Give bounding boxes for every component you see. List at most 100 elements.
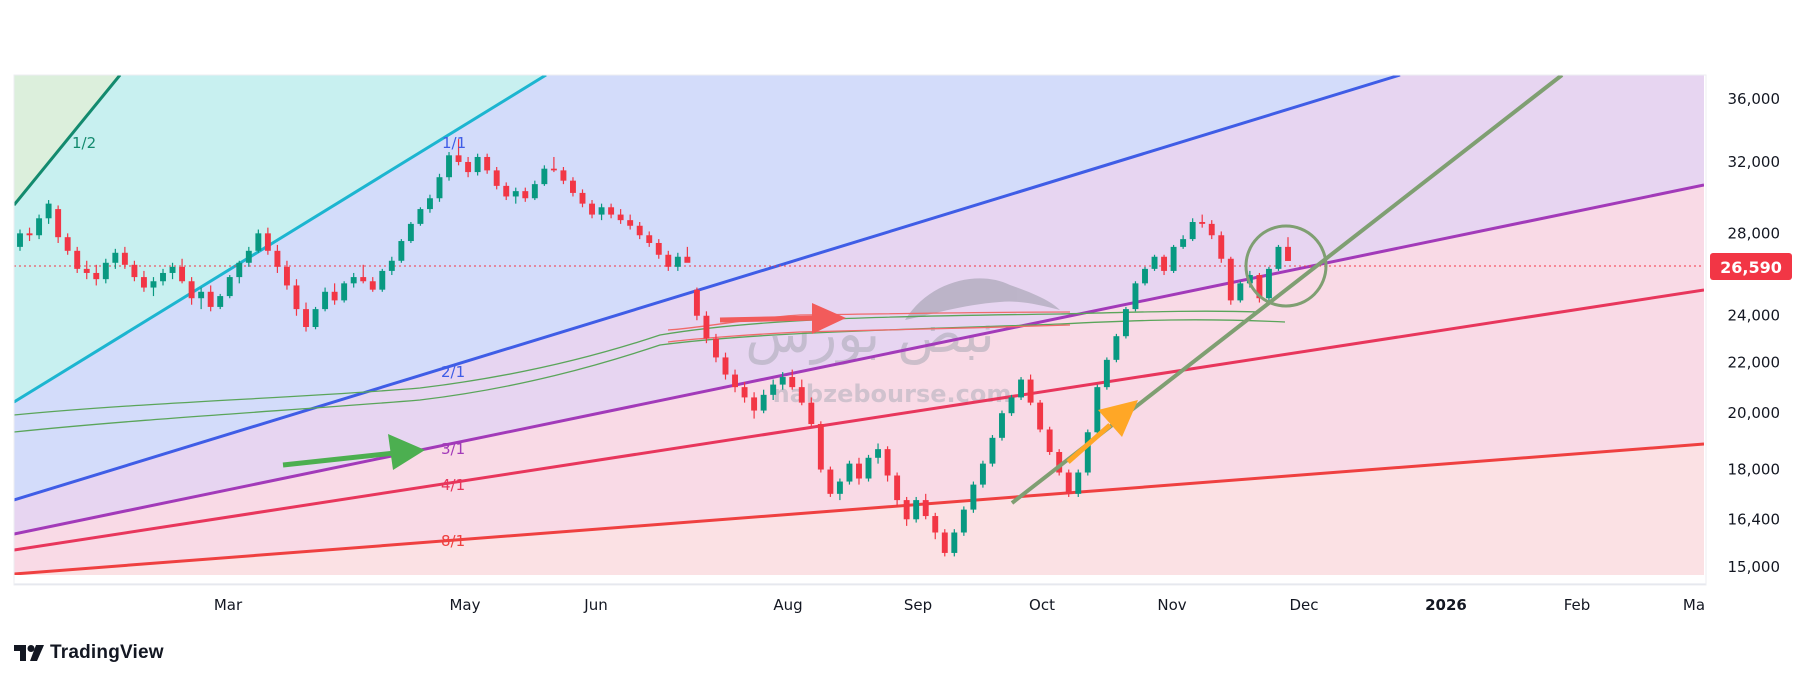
candle bbox=[846, 460, 853, 485]
candle-body bbox=[779, 377, 786, 385]
fan-line-1-1[interactable] bbox=[14, 75, 547, 404]
candle bbox=[236, 260, 243, 284]
fan-line-4-1[interactable] bbox=[14, 288, 1704, 552]
moving-averages bbox=[14, 310, 1286, 433]
candle-body bbox=[131, 264, 138, 278]
candle bbox=[312, 306, 319, 330]
candle bbox=[541, 165, 548, 186]
candle bbox=[102, 258, 109, 284]
arrow-green[interactable] bbox=[282, 434, 425, 470]
candle bbox=[1285, 237, 1291, 261]
candle bbox=[608, 203, 615, 219]
candle-body bbox=[598, 207, 605, 215]
fan-label-8-1: 8/1 bbox=[441, 532, 465, 550]
candle bbox=[150, 277, 157, 297]
watermark-bull-icon bbox=[905, 278, 1060, 320]
candle bbox=[636, 222, 643, 240]
candle-body bbox=[1056, 452, 1063, 473]
candle-body bbox=[1094, 387, 1101, 433]
candle-body bbox=[1008, 397, 1015, 414]
candle bbox=[207, 285, 214, 312]
candle-body bbox=[74, 250, 81, 269]
tradingview-logo[interactable]: TradingView bbox=[14, 640, 164, 666]
candle bbox=[617, 209, 624, 224]
candle bbox=[875, 443, 882, 464]
candle-body bbox=[1122, 309, 1129, 337]
candle bbox=[570, 177, 576, 197]
candle-body bbox=[207, 291, 214, 307]
candle-body bbox=[64, 237, 71, 251]
candle bbox=[751, 392, 758, 419]
candle bbox=[350, 272, 357, 288]
candle bbox=[703, 311, 710, 344]
candle bbox=[112, 248, 119, 269]
candle-body bbox=[360, 277, 367, 282]
candle bbox=[1027, 374, 1034, 406]
price-axis-tick-label: 32,000 bbox=[1728, 153, 1781, 171]
candle-body bbox=[713, 338, 719, 358]
candle bbox=[503, 182, 510, 201]
fan-line-1-2[interactable] bbox=[14, 75, 122, 206]
candle-body bbox=[303, 309, 309, 328]
candle-body bbox=[608, 207, 615, 215]
candle bbox=[531, 180, 538, 201]
candle-body bbox=[45, 203, 52, 219]
candle-body bbox=[827, 469, 834, 494]
price-axis-background[interactable] bbox=[1706, 75, 1800, 620]
candle-body bbox=[922, 500, 929, 517]
candle bbox=[627, 214, 634, 230]
time-axis-tick-label: Nov bbox=[1157, 596, 1186, 614]
candle-body bbox=[1113, 336, 1120, 360]
candle bbox=[817, 421, 824, 473]
candle bbox=[1056, 449, 1063, 476]
candle-body bbox=[751, 397, 758, 411]
arrow-red[interactable] bbox=[719, 303, 846, 334]
candle bbox=[722, 352, 729, 380]
candle bbox=[446, 152, 452, 181]
candle-body bbox=[636, 225, 643, 236]
candle-body bbox=[550, 168, 557, 171]
candle-body bbox=[522, 191, 529, 199]
candle bbox=[436, 173, 443, 202]
arrow-orange[interactable] bbox=[1066, 400, 1138, 464]
candle-body bbox=[732, 374, 738, 388]
candle bbox=[1275, 244, 1282, 271]
candle bbox=[512, 187, 519, 204]
arrow-red-head bbox=[812, 303, 846, 334]
candle bbox=[1170, 244, 1177, 273]
tradingview-logo-icon bbox=[14, 645, 44, 661]
candle-body bbox=[426, 198, 433, 210]
price-axis[interactable]: 36,000 32,000 28,000 24,000 22,000 20,000 18,0… bbox=[1728, 90, 1781, 576]
candle bbox=[303, 302, 309, 332]
candle-body bbox=[369, 281, 376, 290]
candle-body bbox=[93, 272, 100, 280]
time-axis-background[interactable] bbox=[0, 584, 1706, 624]
time-axis[interactable]: Mar May Jun Aug Sep Oct Nov Dec 2026 Feb Ma bbox=[214, 596, 1705, 614]
candle-body bbox=[484, 156, 491, 171]
candle-body bbox=[379, 270, 386, 290]
fan-line-2-1[interactable] bbox=[14, 75, 1401, 502]
candle bbox=[217, 293, 224, 310]
fan-line-3-1[interactable] bbox=[14, 183, 1704, 536]
candle bbox=[1132, 281, 1139, 312]
candle bbox=[64, 233, 71, 255]
candle-body bbox=[798, 387, 805, 403]
price-axis-tick-label: 15,000 bbox=[1728, 558, 1781, 576]
candle-body bbox=[83, 268, 90, 273]
arrow-red-shaft bbox=[719, 315, 821, 323]
time-axis-tick-label: May bbox=[449, 596, 480, 614]
candle-body bbox=[274, 250, 281, 267]
gann-fan-lines bbox=[14, 75, 1704, 575]
candle bbox=[169, 262, 176, 280]
candle-body bbox=[312, 309, 319, 328]
candle bbox=[45, 200, 52, 224]
candle-body bbox=[693, 289, 700, 316]
highlight-circle[interactable] bbox=[1244, 224, 1328, 308]
candle-body bbox=[646, 235, 653, 243]
candle bbox=[1161, 254, 1168, 276]
candle bbox=[293, 279, 300, 316]
fan-line-8-1[interactable] bbox=[14, 442, 1704, 575]
candle-body bbox=[1180, 239, 1187, 247]
candle bbox=[808, 397, 815, 427]
